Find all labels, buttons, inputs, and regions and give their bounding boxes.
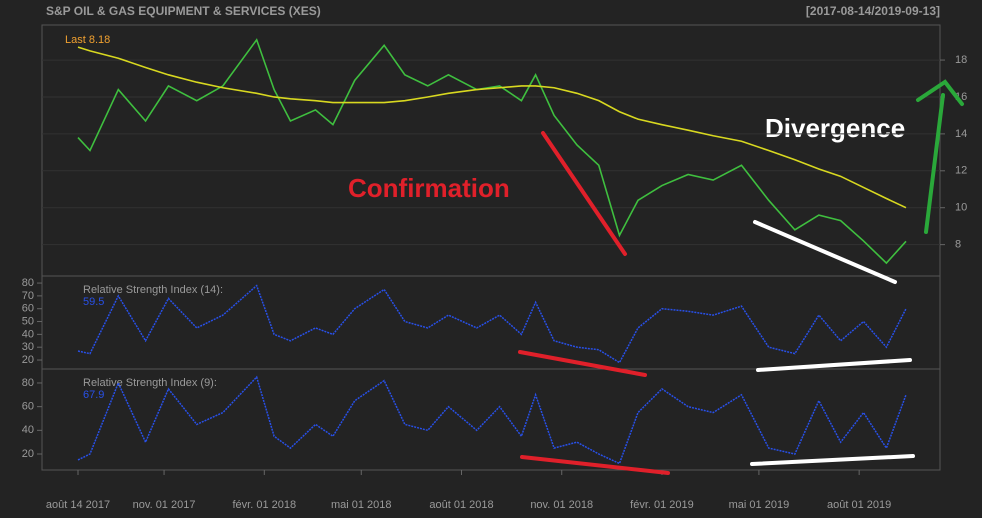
indicator-last: 59.5 — [83, 296, 104, 308]
x-tick-label: août 14 2017 — [46, 499, 110, 511]
y-tick-label: 60 — [22, 401, 34, 413]
y-tick-label: 40 — [22, 424, 34, 436]
x-tick-label: mai 01 2019 — [729, 499, 790, 511]
x-tick-label: nov. 01 2018 — [530, 499, 593, 511]
y-tick-label: 50 — [22, 315, 34, 327]
series-line — [77, 46, 907, 209]
series-line — [77, 375, 907, 465]
trend-lines — [518, 79, 964, 475]
x-tick-label: févr. 01 2018 — [232, 499, 296, 511]
indicator-last: 67.9 — [83, 389, 104, 401]
y-tick-label: 80 — [22, 277, 34, 289]
trend-line — [753, 220, 897, 284]
x-tick-label: août 01 2019 — [827, 499, 891, 511]
y-tick-label: 8 — [955, 239, 961, 251]
last-label: Last 8.18 — [65, 34, 110, 46]
x-tick-label: mai 01 2018 — [331, 499, 392, 511]
rsi9-frame — [41, 368, 941, 471]
y-tick-label: 10 — [955, 202, 967, 214]
y-tick-label: 20 — [22, 354, 34, 366]
x-tick-label: août 01 2018 — [429, 499, 493, 511]
series-line — [77, 284, 907, 364]
indicator-label: Relative Strength Index (9): — [83, 377, 217, 389]
chart-title: S&P OIL & GAS EQUIPMENT & SERVICES (XES) — [46, 4, 321, 18]
y-tick-label: 40 — [22, 328, 34, 340]
trend-line — [750, 454, 915, 466]
trend-line — [756, 358, 912, 372]
y-tick-label: 14 — [955, 128, 967, 140]
x-tick-label: févr. 01 2019 — [630, 499, 694, 511]
confirmation-label: Confirmation — [348, 173, 510, 203]
arrow-head — [916, 79, 964, 106]
trend-line — [541, 131, 627, 256]
panel-frames — [41, 24, 941, 471]
indicator-label: Relative Strength Index (14): — [83, 284, 223, 296]
date-range: [2017-08-14/2019-09-13] — [806, 4, 940, 18]
trend-line — [518, 350, 647, 377]
trend-line — [520, 455, 670, 475]
series-line — [77, 38, 907, 265]
y-tick-label: 80 — [22, 377, 34, 389]
y-tick-label: 70 — [22, 290, 34, 302]
y-tick-label: 60 — [22, 303, 34, 315]
y-tick-label: 20 — [22, 448, 34, 460]
divergence-label: Divergence — [765, 113, 905, 143]
x-tick-label: nov. 01 2017 — [133, 499, 196, 511]
y-tick-label: 12 — [955, 165, 967, 177]
marks: août 14 2017 nov. 01 2017 févr. 01 2018 mai… — [22, 38, 967, 511]
y-tick-label: 30 — [22, 341, 34, 353]
arrow — [924, 93, 945, 234]
y-tick-label: 18 — [955, 54, 967, 66]
